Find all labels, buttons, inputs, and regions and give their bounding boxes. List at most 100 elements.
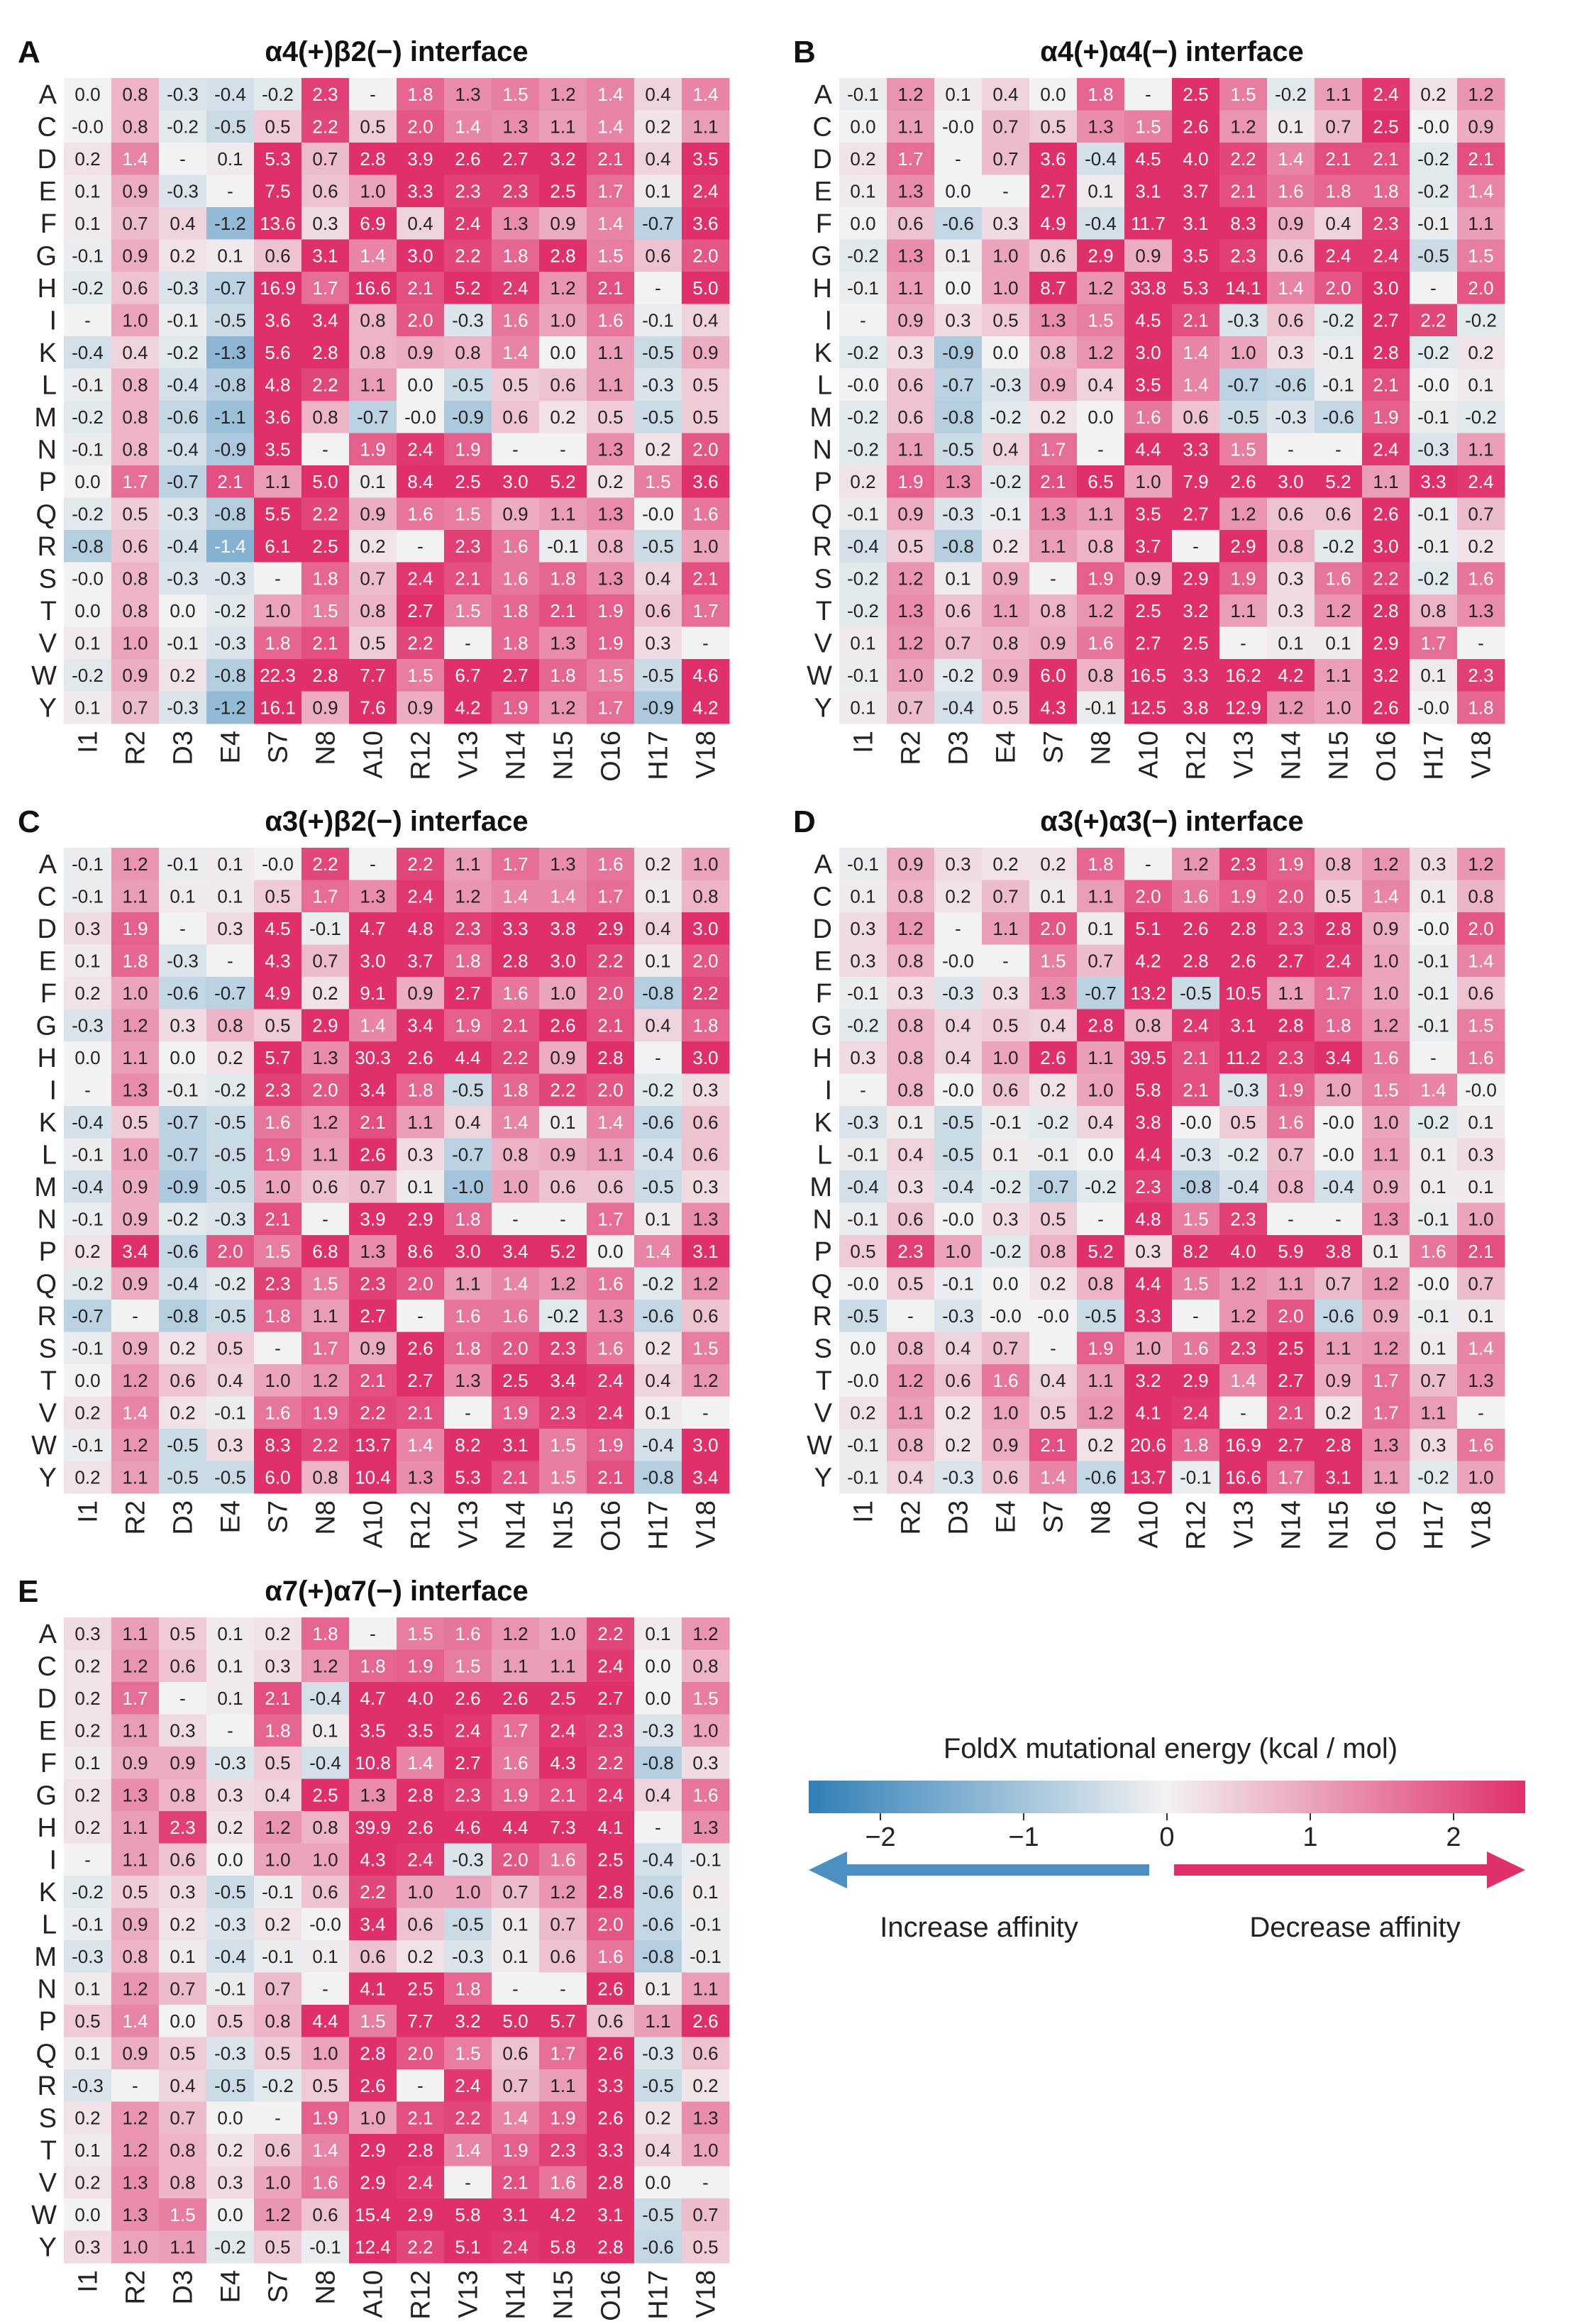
heatmap-cell-value: -0.4 [642,1144,674,1165]
row-label: D [38,1684,57,1714]
heatmap-cell-value: -0.2 [1465,309,1497,331]
heatmap-cell-value: 4.9 [265,983,290,1004]
heatmap-cell-value: 2.7 [455,983,480,1004]
heatmap-cell-value: -0.3 [72,1946,104,1967]
heatmap-cell-value: 1.2 [897,84,923,105]
heatmap-cell-value: 1.2 [1088,277,1113,299]
heatmap-cell-value: -0.3 [942,1305,974,1327]
heatmap-cell [982,304,1030,337]
panel-letter: B [793,35,816,70]
heatmap-cell-value: 0.3 [1420,1434,1446,1456]
heatmap-cell-value: -0.4 [847,536,879,557]
heatmap-cell-value: 1.6 [1278,1112,1303,1133]
heatmap-cell-value: 1.9 [550,2107,575,2128]
heatmap-cell-value: 2.1 [360,1370,385,1391]
heatmap-cell [839,239,887,272]
heatmap-cell-value: 2.1 [1468,148,1493,170]
heatmap-cell-value: -0.4 [1227,1176,1259,1197]
heatmap-cell-value: 0.1 [645,1402,670,1423]
heatmap-cell [397,207,445,240]
heatmap-cell-value: 0.2 [170,1402,195,1423]
heatmap-cell-value: 5.1 [1135,918,1161,939]
heatmap-cell-value: 0.2 [217,1047,243,1068]
heatmap-cell [1172,626,1220,660]
heatmap-cell-value: -0.4 [72,1112,104,1133]
row-label: A [39,850,57,880]
heatmap-cell-value: 0.0 [407,374,433,395]
row-label: C [38,112,57,142]
heatmap-cell-value: -0.0 [309,1913,341,1935]
heatmap-cell-value: -0.1 [1180,1466,1212,1488]
heatmap-cell [1457,239,1505,272]
heatmap-cell-value: 3.2 [1373,665,1398,686]
heatmap-cell [1219,78,1268,111]
heatmap-cell-value: 0.8 [897,1047,923,1068]
heatmap-cell-value: 1.5 [1183,1208,1208,1229]
heatmap-cell-value: 1.4 [312,2140,338,2161]
heatmap-cell [1457,78,1505,111]
heatmap-cell-value: 0.1 [645,180,670,201]
column-label: V13 [454,2270,484,2318]
heatmap-cell [887,239,935,272]
heatmap-cell-value: 5.6 [265,342,290,363]
heatmap-cell-value: 1.5 [312,1273,338,1294]
heatmap-cell-value: 1.5 [360,2010,385,2032]
heatmap-cell-value: 0.2 [74,2107,100,2128]
heatmap-cell-value: 4.2 [692,697,718,718]
heatmap-cell-value: 1.6 [1468,568,1493,589]
heatmap-cell-value: 2.9 [597,918,623,939]
heatmap-cell-value: -0.3 [167,180,199,201]
heatmap-cell [1267,530,1315,563]
column-label: N14 [1277,1500,1307,1550]
heatmap-cell-value: 2.3 [265,1079,290,1100]
heatmap-cell [301,626,350,660]
heatmap-cell-value: 1.4 [597,116,623,137]
heatmap-cell [1029,272,1078,304]
heatmap-cell-value: 3.3 [407,180,433,201]
heatmap-cell-value: -0.5 [942,1144,974,1165]
heatmap-cell-value: 2.0 [407,116,433,137]
heatmap-cell-value: 0.5 [360,116,385,137]
heatmap-cell-value: 1.7 [597,697,623,718]
heatmap-cell-value: 1.4 [502,1273,528,1294]
heatmap-cell [634,465,682,498]
column-label: V13 [454,1500,484,1549]
heatmap-cell-value: 1.6 [597,1337,623,1359]
heatmap-cell-value: -0.7 [72,1305,104,1327]
heatmap-cell-value: -0.1 [847,1144,879,1165]
heatmap-cell-value: 2.1 [455,568,480,589]
heatmap-cell-value: -0.7 [357,406,389,428]
panel-title: α4(+)α4(−) interface [1040,36,1304,67]
heatmap-cell-value: -0.2 [990,1176,1022,1197]
row-label: K [39,1108,57,1138]
heatmap-cell [206,401,255,433]
heatmap-cell-value: 2.8 [407,1784,433,1805]
heatmap-cell [206,78,255,111]
heatmap-cell-value: 5.7 [265,1047,290,1068]
heatmap-cell-value: 1.2 [1230,116,1256,137]
heatmap-cell [1172,497,1220,531]
row-label: L [817,1140,832,1170]
heatmap-cell-value: 3.1 [1183,213,1208,234]
heatmap-cell [587,530,635,563]
heatmap-cell-value: 0.8 [692,885,718,907]
heatmap-cell [1172,239,1220,272]
heatmap-cell-value: 4.2 [1135,950,1161,971]
heatmap-cell-value: -0.6 [642,1305,674,1327]
heatmap-cell-value: 4.4 [1135,438,1161,460]
heatmap-cell [349,368,397,402]
heatmap-cell-value: -0.4 [642,1849,674,1870]
heatmap-cell-value: 0.9 [1373,1176,1398,1197]
heatmap-cell-value: 1.1 [692,116,718,137]
heatmap-cell-value: 0.8 [170,2171,195,2193]
heatmap-cell-value: -0.0 [847,1370,879,1391]
heatmap-cell [111,497,160,531]
heatmap-cell [1315,336,1363,369]
row-label: H [38,1813,57,1843]
heatmap-cell [839,175,887,208]
heatmap-cell [1172,433,1220,466]
heatmap-cell-value: 0.7 [170,1978,195,1999]
heatmap-cell-value: 0.6 [1278,309,1303,331]
heatmap-cell [1362,175,1410,208]
heatmap-cell [539,594,587,627]
